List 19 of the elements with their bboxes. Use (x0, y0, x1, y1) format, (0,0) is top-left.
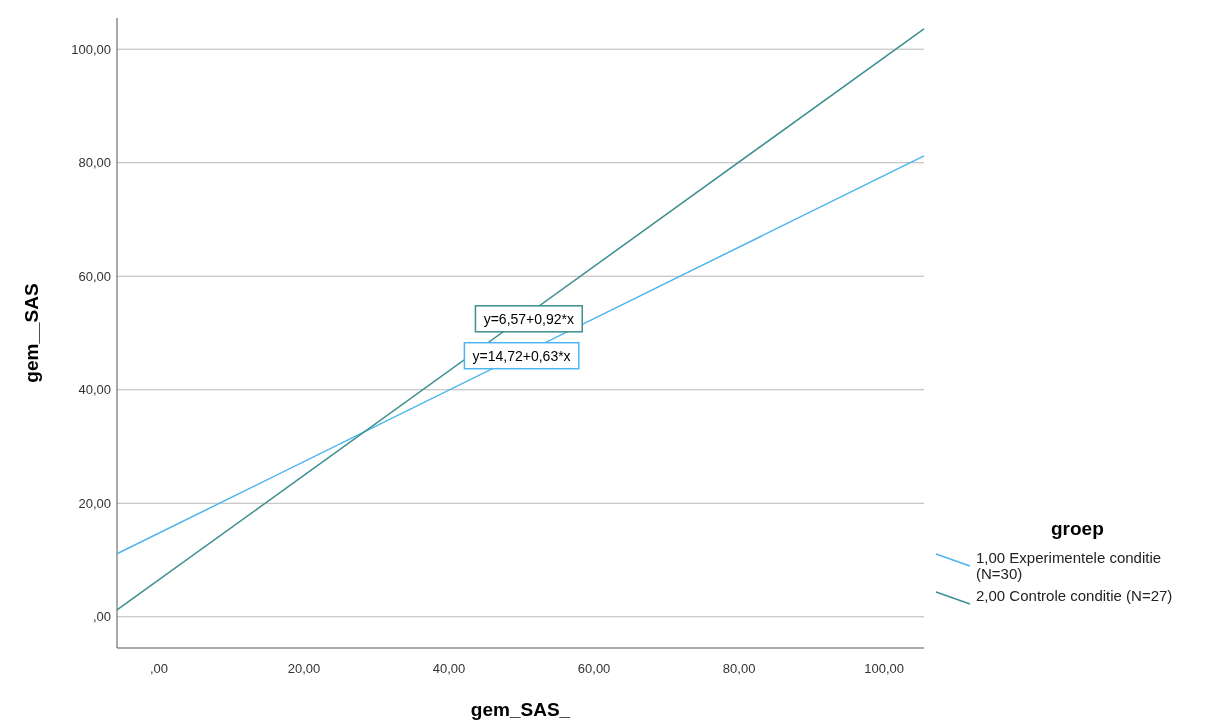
annotation: y=14,72+0,63*x (472, 347, 571, 364)
y-tick-label: 60,00 (78, 268, 111, 284)
y-tick-label: 40,00 (78, 382, 111, 398)
x-axis-title: gem_SAS_ (470, 699, 571, 720)
x-tick-label: 60,00 (577, 661, 611, 676)
annotation: y=6,57+0,92*x (483, 310, 574, 327)
legend-label: 1,00 Experimentele conditie (N=30) (976, 549, 1162, 583)
x-tick-label: 40,00 (432, 661, 466, 676)
y-tick-label: 20,00 (78, 495, 111, 511)
x-tick-label: 100,00 (864, 661, 904, 676)
y-tick-label: ,00 (92, 609, 111, 625)
x-tick-label: 20,00 (287, 661, 321, 676)
y-axis-title: gem__SAS (21, 283, 42, 383)
legend-label: 2,00 Controle conditie (N=27) (976, 587, 1173, 605)
legend-title: groep (1051, 517, 1104, 539)
y-tick-label: 100,00 (71, 41, 111, 57)
x-tick-label: 80,00 (722, 661, 756, 676)
y-tick-label: 80,00 (78, 155, 111, 171)
x-tick-label: ,00 (150, 661, 169, 676)
